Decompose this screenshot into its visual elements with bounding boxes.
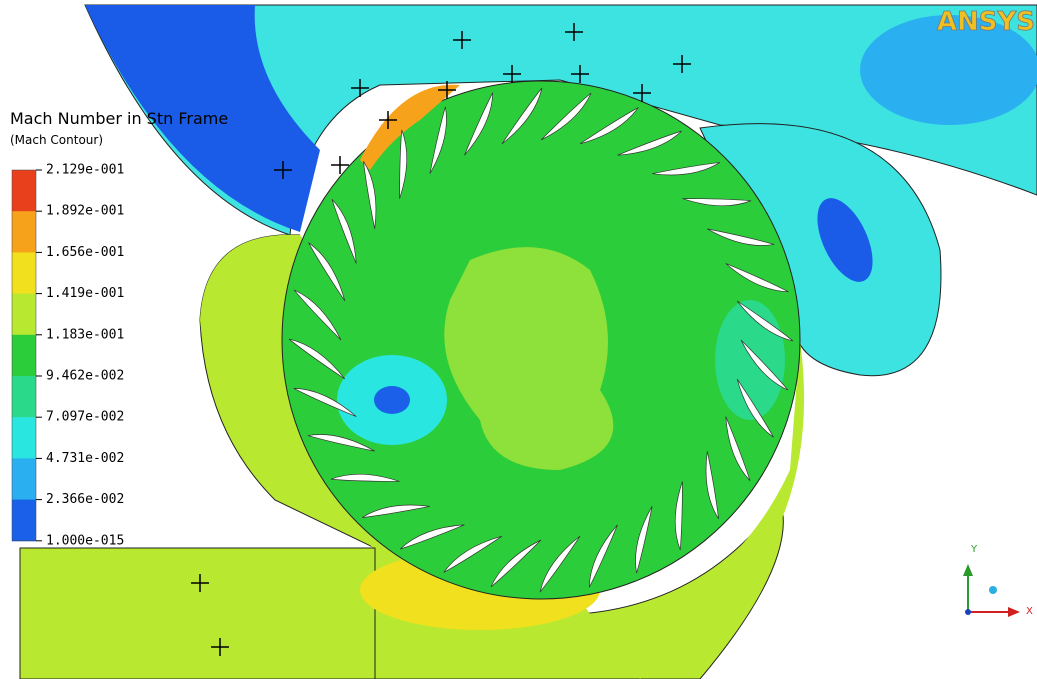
legend-label: 1.000e-015 xyxy=(46,533,124,548)
legend-band xyxy=(12,376,36,418)
crosshair xyxy=(379,111,397,129)
crosshair xyxy=(331,156,349,174)
legend-band xyxy=(12,293,36,336)
blade xyxy=(288,338,346,380)
z-axis-dot xyxy=(989,586,997,594)
legend-label: 2.129e-001 xyxy=(46,163,124,178)
blade xyxy=(361,504,430,518)
legend-band xyxy=(12,252,36,295)
crosshair xyxy=(633,84,651,102)
legend-label: 1.183e-001 xyxy=(46,327,124,342)
blade xyxy=(399,129,408,199)
origin xyxy=(965,609,971,615)
blade xyxy=(540,92,592,141)
blade xyxy=(443,535,503,573)
legend-subtitle: (Mach Contour) xyxy=(10,133,103,147)
blade xyxy=(682,198,752,207)
blue-zone xyxy=(374,386,410,414)
blade xyxy=(736,300,794,342)
blades xyxy=(288,87,794,593)
blade xyxy=(501,87,543,145)
blade xyxy=(707,228,775,246)
outlet-zone xyxy=(860,15,1037,125)
logo: ANSYS xyxy=(937,7,1035,37)
x-axis-label: X xyxy=(1026,606,1033,617)
core-zone xyxy=(444,247,614,470)
crosshair xyxy=(571,65,589,83)
blade xyxy=(331,198,357,264)
crosshair xyxy=(565,23,583,41)
blade xyxy=(725,416,751,482)
legend-band xyxy=(12,458,36,501)
blade xyxy=(399,524,465,550)
blade xyxy=(617,130,683,156)
crosshair xyxy=(274,161,292,179)
crosshair xyxy=(438,81,456,99)
low-speed-zone xyxy=(85,5,320,232)
blade xyxy=(674,481,683,551)
low-speed-zone xyxy=(817,198,873,282)
legend: 2.129e-001 1.892e-001 1.656e-001 1.419e-001… xyxy=(11,163,124,548)
legend-band xyxy=(12,334,36,377)
crosshair xyxy=(453,31,471,49)
legend-label: 7.097e-002 xyxy=(46,410,124,425)
blade xyxy=(490,539,542,588)
volute-loop xyxy=(699,123,942,377)
blade xyxy=(635,506,653,574)
blade xyxy=(579,107,639,145)
blade xyxy=(363,160,377,229)
axis-triad: Y X xyxy=(963,544,1033,617)
crosshair xyxy=(351,79,369,97)
blade xyxy=(307,434,375,452)
blade xyxy=(705,451,719,520)
blade xyxy=(308,242,346,302)
legend-label: 1.892e-001 xyxy=(46,204,124,219)
inlet xyxy=(19,547,376,679)
legend-band xyxy=(12,417,36,459)
legend-label: 4.731e-002 xyxy=(46,451,124,466)
blade xyxy=(652,162,721,176)
legend-band xyxy=(12,170,36,212)
probe-marks xyxy=(191,23,691,656)
legend-label: 1.656e-001 xyxy=(46,245,124,260)
crosshair xyxy=(503,65,521,83)
blade xyxy=(429,106,447,174)
crosshair xyxy=(191,574,209,592)
blade xyxy=(330,473,400,482)
crosshair xyxy=(673,55,691,73)
legend-label: 1.419e-001 xyxy=(46,286,124,301)
blade xyxy=(464,92,494,156)
y-arrow-head xyxy=(963,564,973,576)
legend-title: Mach Number in Stn Frame xyxy=(10,109,228,128)
legend-frame xyxy=(11,169,37,542)
blade xyxy=(293,289,342,341)
x-arrow-head xyxy=(1008,607,1020,617)
warm-zone xyxy=(360,84,460,170)
outlet-region xyxy=(84,4,1037,236)
blade xyxy=(740,339,789,391)
blade xyxy=(588,524,618,588)
blade xyxy=(725,263,789,293)
crosshair xyxy=(211,638,229,656)
contour-field xyxy=(19,4,1037,679)
legend-label: 2.366e-002 xyxy=(46,492,124,507)
legend-band xyxy=(12,499,36,542)
blade xyxy=(736,378,774,438)
y-axis-label: Y xyxy=(970,544,978,555)
legend-label: 9.462e-002 xyxy=(46,369,124,384)
blade xyxy=(293,387,357,417)
blade xyxy=(539,535,581,593)
legend-band xyxy=(12,211,36,253)
